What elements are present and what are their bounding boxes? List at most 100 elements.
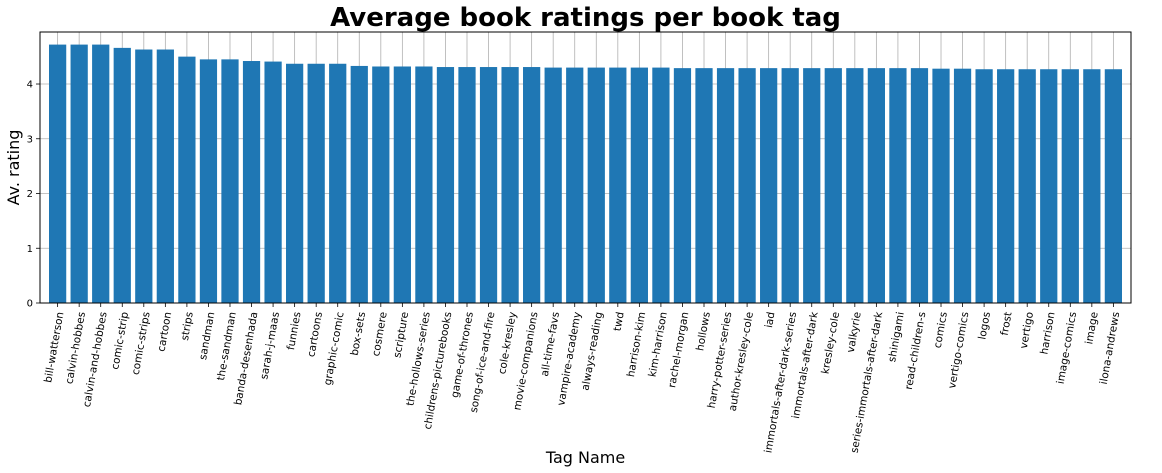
bar: [1104, 69, 1122, 304]
x-tick-label: harrison: [1038, 311, 1057, 355]
x-tick-label: vertigo: [1018, 311, 1036, 350]
bar: [1040, 69, 1058, 304]
bar: [458, 67, 476, 303]
x-tick-label: read-children-s: [903, 311, 929, 391]
bar: [92, 44, 110, 303]
bar: [329, 63, 347, 303]
bar: [264, 61, 282, 304]
bar: [221, 59, 239, 304]
bar: [803, 68, 821, 303]
bar: [1018, 69, 1036, 304]
x-tick-label: cartoon: [155, 311, 174, 353]
x-tick-label: cole-kresley: [496, 311, 519, 375]
x-tick-label: cartoons: [305, 311, 325, 358]
y-axis-label: Av. rating: [4, 130, 23, 206]
x-tick-label: image: [1083, 311, 1100, 345]
y-tick-label: 0: [27, 299, 33, 310]
x-tick-label: comic-strip: [109, 311, 131, 371]
bar: [479, 67, 498, 303]
bar: [415, 66, 433, 303]
x-tick-label: graphic-comic: [322, 311, 347, 387]
x-tick-label: comics: [932, 311, 950, 349]
chart-title: Average book ratings per book tag: [330, 3, 841, 33]
x-tick-label: bill-watterson: [42, 311, 66, 384]
bar: [587, 67, 605, 303]
bar: [113, 47, 131, 303]
bar: [781, 68, 799, 303]
bar: [1083, 69, 1101, 304]
x-tick-label: shinigami: [886, 311, 907, 363]
bar: [824, 68, 842, 303]
x-tick-label: cosmere: [370, 311, 390, 357]
bar: [350, 65, 368, 303]
y-tick-label: 2: [27, 189, 33, 200]
x-tick-label: the-sandman: [215, 311, 239, 382]
bar: [932, 68, 950, 303]
bar: [436, 67, 455, 303]
bar: [566, 67, 584, 303]
bar: [975, 69, 993, 304]
x-tick-label: vertigo-comics: [946, 311, 971, 390]
x-axis-ticks: bill-wattersoncalvin-hobbescalvin-and-ho…: [42, 303, 1122, 454]
bar: [523, 67, 541, 303]
bar: [997, 69, 1015, 304]
bar: [393, 66, 411, 303]
x-tick-label: comic-strips: [130, 311, 153, 376]
x-tick-label: rachel-morgan: [666, 311, 691, 389]
x-tick-label: funnies: [285, 311, 304, 351]
x-tick-label: box-sets: [349, 311, 369, 357]
bar: [544, 67, 562, 303]
x-tick-label: strips: [179, 311, 196, 342]
bar: [501, 67, 519, 303]
bar: [695, 68, 713, 303]
bar: [1061, 69, 1079, 304]
bar: [953, 68, 972, 303]
x-tick-label: sarah-j-maas: [258, 311, 282, 380]
bar: [199, 59, 218, 304]
bars: [49, 44, 1122, 304]
bar: [609, 67, 627, 303]
x-tick-label: all-time-favs: [539, 311, 562, 377]
bar: [652, 67, 670, 303]
x-tick-label: calvin-hobbes: [64, 311, 89, 385]
bar: [135, 49, 153, 303]
x-tick-label: scripture: [391, 311, 411, 359]
bar: [49, 44, 67, 303]
bar: [867, 68, 885, 303]
bar: [178, 56, 196, 303]
bar: [910, 68, 929, 303]
x-tick-label: always-reading: [580, 311, 606, 392]
bar: [716, 68, 735, 303]
x-tick-label: hollows: [694, 311, 713, 352]
bar: [286, 63, 304, 303]
bar: [156, 49, 174, 303]
y-tick-label: 4: [27, 80, 33, 91]
x-tick-label: immortals-after-dark-series: [762, 311, 799, 454]
bar: [630, 67, 648, 303]
bar: [738, 68, 756, 303]
x-tick-label: iad: [763, 311, 778, 329]
bar: [846, 68, 864, 303]
x-axis-label: Tag Name: [545, 448, 625, 467]
x-tick-label: sandman: [197, 311, 217, 361]
bar: [372, 66, 390, 303]
x-tick-label: valkyrie: [845, 311, 864, 354]
x-tick-label: frost: [999, 311, 1015, 337]
x-tick-label: ilona-andrews: [1098, 311, 1123, 385]
plot-frame: [39, 31, 1132, 304]
bar: [760, 68, 778, 303]
y-axis-ticks: 0 1 2 3 4: [27, 80, 40, 310]
x-tick-label: logos: [976, 311, 993, 341]
x-tick-label: kim-harrison: [647, 311, 670, 378]
bar: [242, 61, 261, 304]
bar: [889, 68, 907, 303]
x-tick-label: image-comics: [1055, 311, 1080, 385]
bar: [673, 68, 692, 303]
y-tick-label: 1: [27, 244, 33, 255]
bar: [307, 63, 325, 303]
x-tick-label: twd: [612, 311, 627, 332]
bar: [70, 44, 88, 303]
y-tick-label: 3: [27, 134, 33, 145]
